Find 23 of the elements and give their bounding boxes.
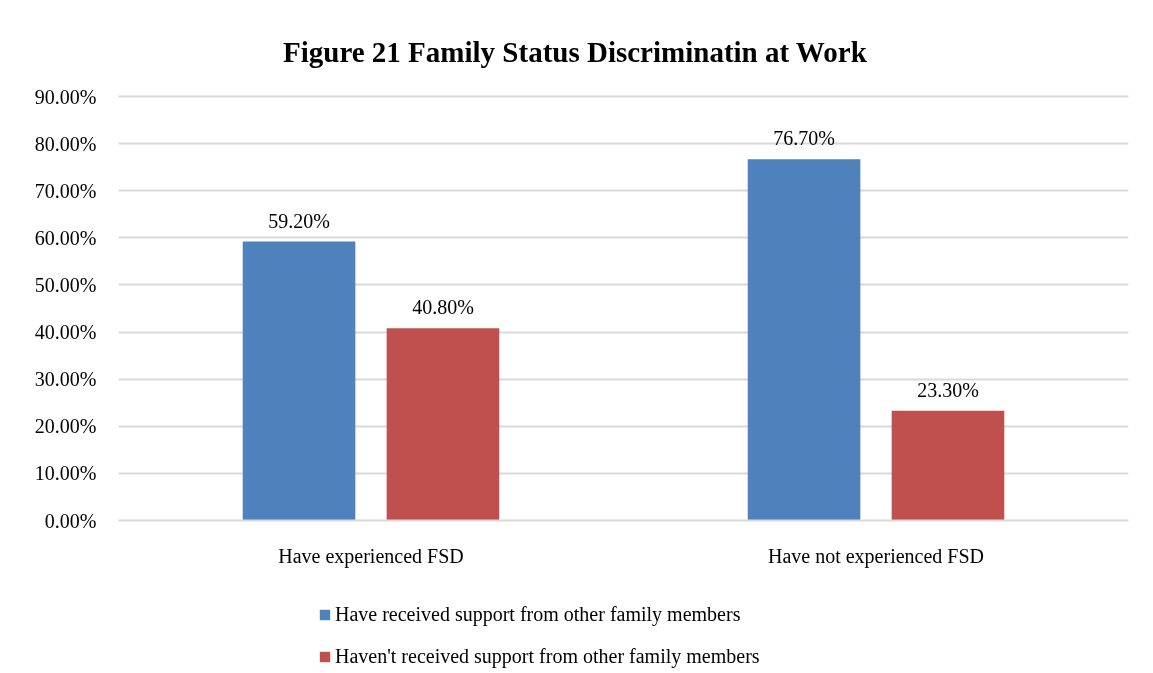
y-tick-label: 50.00% — [34, 273, 97, 296]
chart-title: Figure 21 Family Status Discriminatin at Work — [283, 35, 868, 68]
x-tick-label: Have not experienced FSD — [767, 544, 985, 568]
legend-label: Have received support from other family members — [335, 603, 741, 626]
bar — [242, 241, 356, 521]
y-tick-label: 0.00% — [44, 509, 97, 532]
y-tick-label: 90.00% — [34, 85, 97, 108]
bar — [891, 410, 1005, 521]
x-tick-label: Have experienced FSD — [278, 544, 464, 568]
data-label: 40.80% — [412, 296, 474, 319]
bar — [747, 159, 861, 521]
data-label: 23.30% — [917, 378, 979, 401]
data-label: 76.70% — [773, 127, 835, 150]
y-tick-label: 80.00% — [34, 132, 97, 155]
y-tick-label: 60.00% — [34, 226, 97, 249]
y-tick-label: 70.00% — [34, 179, 97, 202]
y-tick-label: 30.00% — [34, 368, 97, 391]
y-tick-label: 40.00% — [34, 321, 97, 344]
y-tick-label: 20.00% — [34, 415, 97, 438]
legend-label: Haven't received support from other family members — [335, 645, 760, 668]
bar — [386, 328, 500, 521]
data-label: 59.20% — [268, 209, 330, 232]
y-tick-label: 10.00% — [34, 462, 97, 485]
